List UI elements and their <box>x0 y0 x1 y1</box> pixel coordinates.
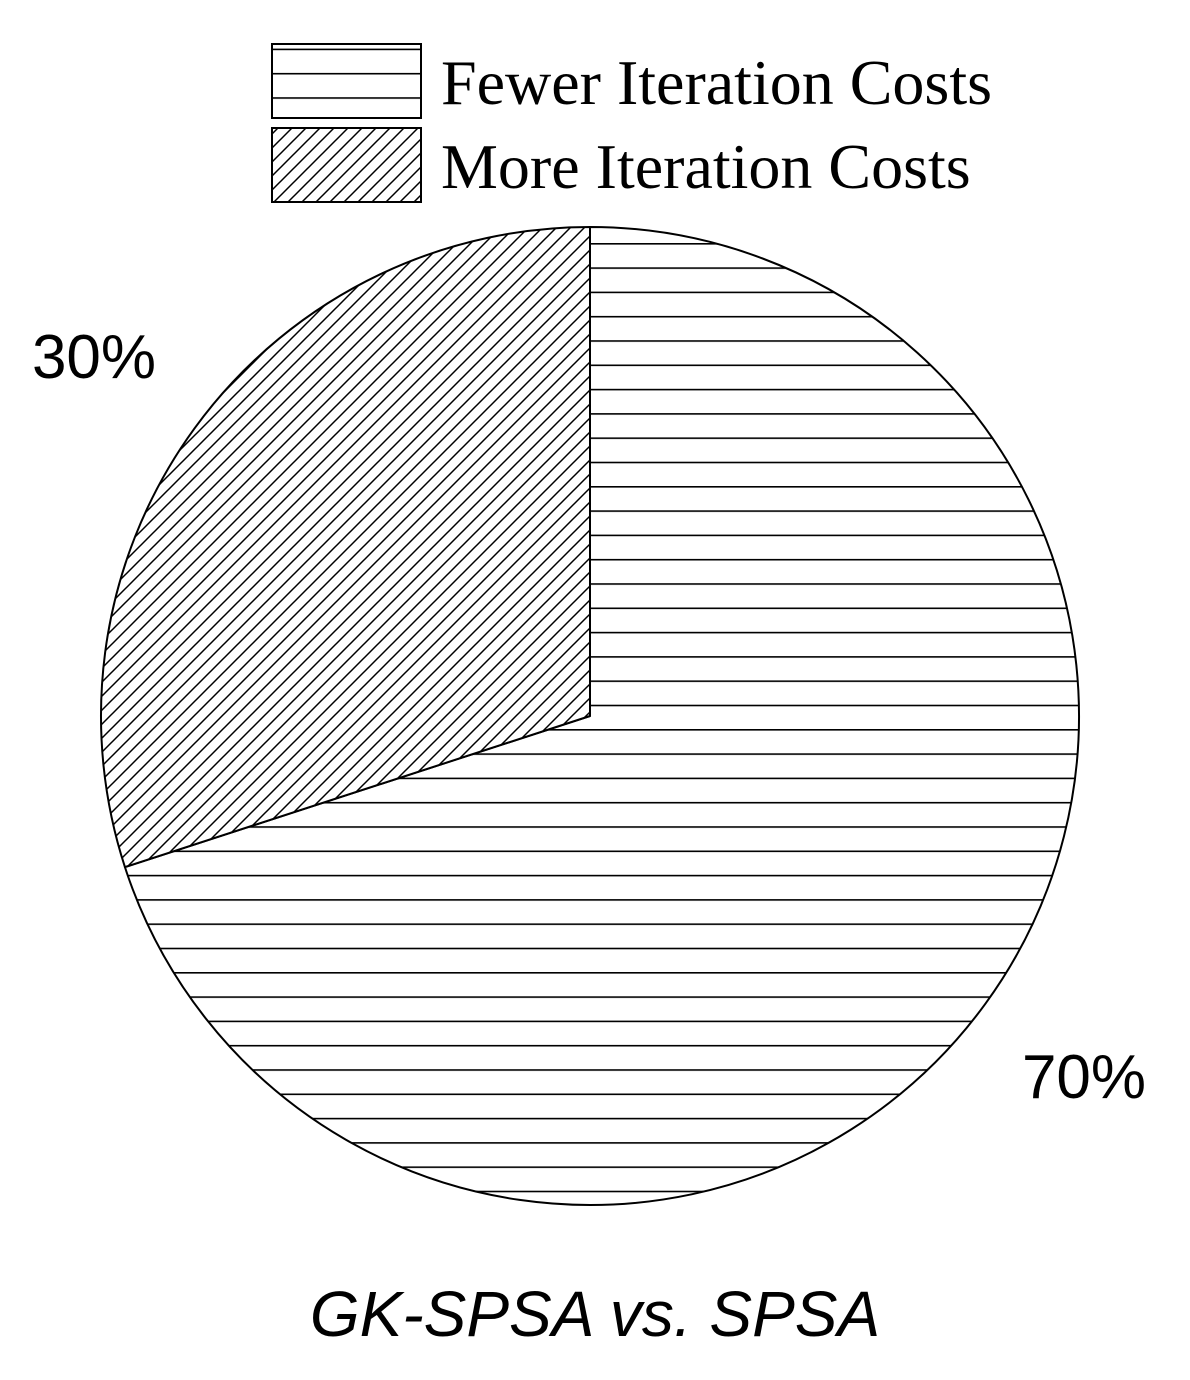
value-labels: 70% 30% <box>32 323 1146 1112</box>
legend-label-fewer-iteration-costs: Fewer Iteration Costs <box>441 47 992 118</box>
legend: Fewer Iteration Costs More Iteration Cost… <box>271 43 992 203</box>
value-label-more-iteration-costs: 30% <box>32 323 156 392</box>
chart-xlabel: GK-SPSA vs. SPSA <box>310 1278 880 1350</box>
pie-slices <box>100 226 1080 1206</box>
pie-slice-more-iteration-costs <box>100 226 591 869</box>
legend-swatch-fewer-iteration-costs <box>271 43 422 119</box>
pie-slice-fewer-iteration-costs <box>123 226 1080 1206</box>
legend-label-more-iteration-costs: More Iteration Costs <box>441 131 971 202</box>
legend-swatch-more-iteration-costs <box>271 127 422 203</box>
value-label-fewer-iteration-costs: 70% <box>1022 1043 1146 1112</box>
